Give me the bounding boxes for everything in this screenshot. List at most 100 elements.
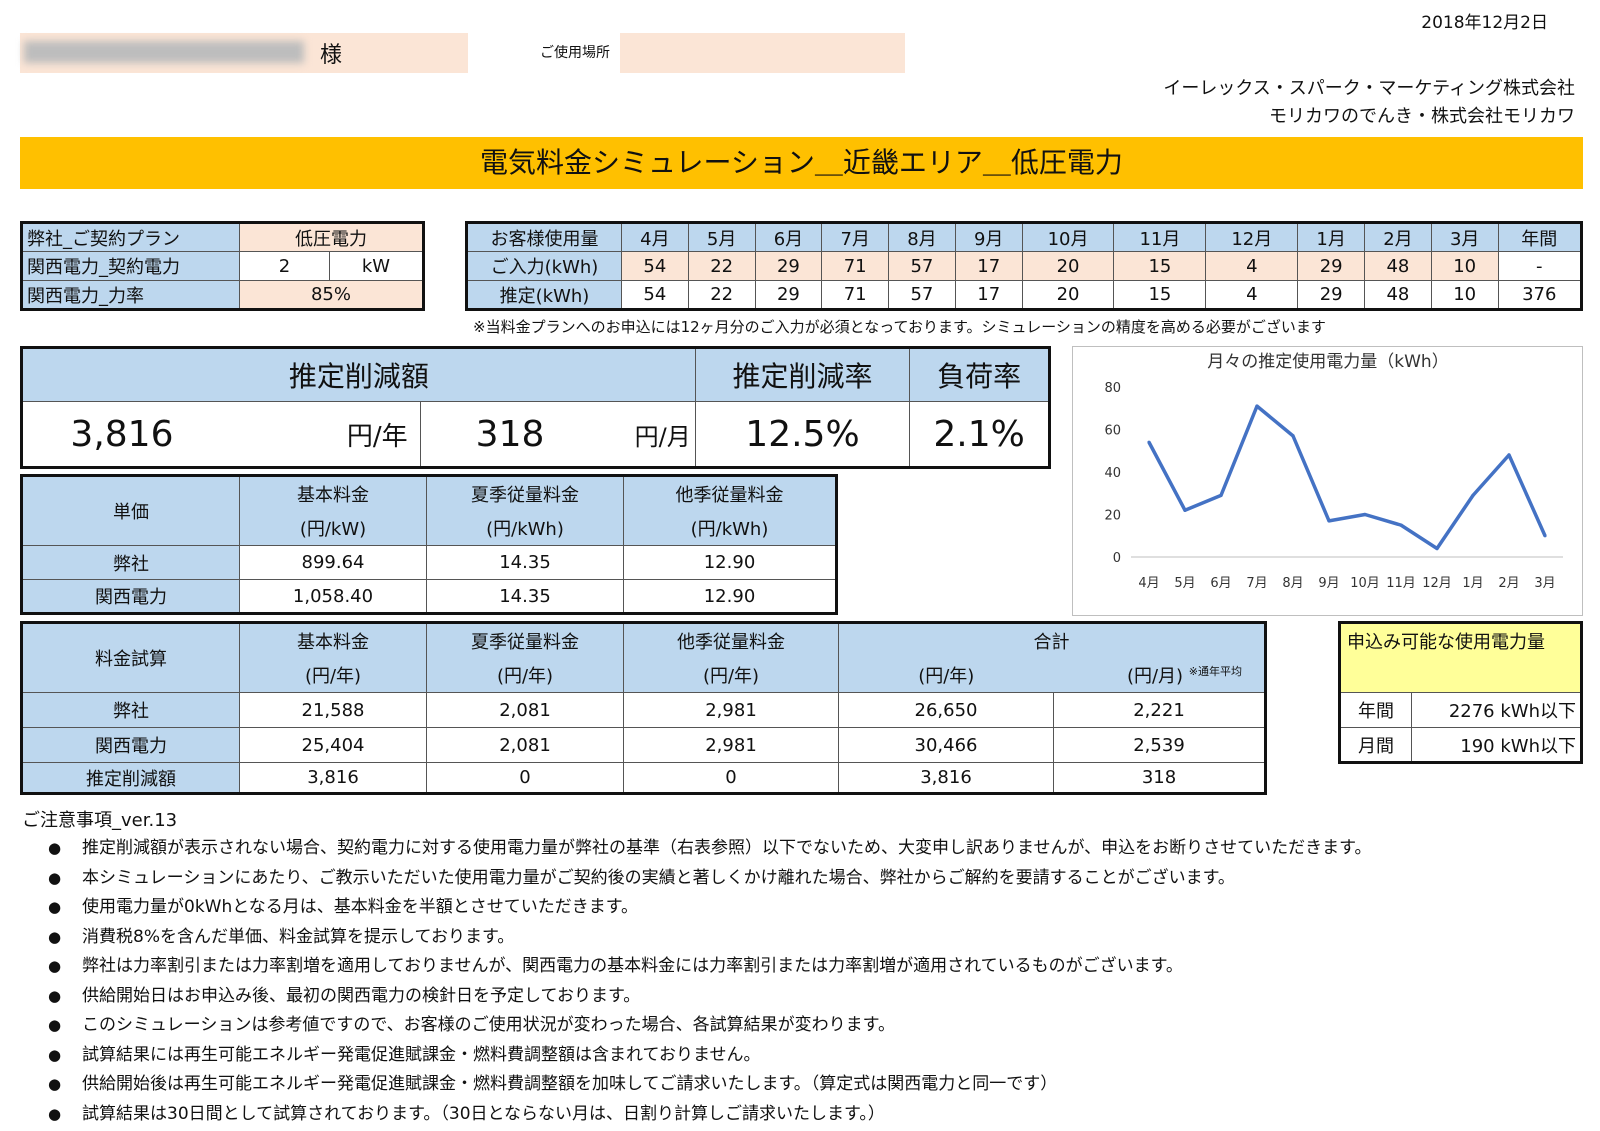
plan-label: 弊社_ご契約プラン [21,222,240,252]
up-other-header: 他季従量料金 [623,475,837,511]
x-tick-label: 11月 [1386,576,1416,591]
usage-month-header: 1月 [1297,222,1366,252]
usage-chart-svg: 月々の推定使用電力量（kWh） 0 20 40 60 80 4月 5月 6月 7月 8月 9月 10月 1… [1104,351,1563,591]
contract-table: 弊社_ご契約プラン 低圧電力 関西電力_契約電力 2 kW 関西電力_力率 85… [20,221,425,311]
usage-estimate-label: 推定(kWh) [466,280,622,310]
up-other-unit: (円/kWh) [623,510,837,546]
customer-name-box: 様 [20,33,468,73]
usage-estimate-cell: 20 [1021,280,1115,310]
notes-list: 推定削減額が表示されない場合、契約電力に対する使用電力量が弊社の基準（右表参照）… [22,834,1371,1129]
note-item: 弊社は力率割引または力率割増を適用しておりませんが、関西電力の基本料金には力率割… [22,952,1371,982]
calc-cell: 0 [426,762,624,794]
usage-estimate-cell: 15 [1113,280,1207,310]
notes-title: ご注意事項_ver.13 [22,810,178,831]
up-cell: 14.35 [426,579,624,614]
usage-input-cell: 71 [821,251,890,281]
customer-suffix: 様 [320,43,343,68]
x-tick-label: 9月 [1318,576,1339,591]
reduction-label: 推定削減額 [21,347,696,402]
data-point [1507,453,1511,457]
data-point [1399,523,1403,527]
note-item: このシミュレーションは参考値ですので、お客様のご使用状況が変わった場合、各試算結… [22,1011,1371,1041]
annual-reduction: 3,816 [20,401,221,468]
monthly-unit: 円/月 [599,401,696,468]
x-tick-label: 5月 [1174,576,1195,591]
available-table: 申込み可能な使用電力量 年間 2276 kWh以下 月間 190 kWh以下 [1338,621,1583,764]
calc-cell: 3,816 [838,762,1054,794]
usage-month-header: 5月 [687,222,756,252]
data-point [1183,508,1187,512]
usage-month-header: 3月 [1430,222,1499,252]
up-cell: 14.35 [426,545,624,580]
usage-input-cell: 29 [754,251,823,281]
usage-month-header: 7月 [821,222,890,252]
usage-input-cell: 54 [621,251,689,281]
up-basic-unit: (円/kW) [239,510,427,546]
usage-month-header: 9月 [954,222,1023,252]
data-point [1255,404,1259,408]
calc-cell: 26,650 [838,692,1054,728]
calc-row-label: 関西電力 [21,727,240,763]
customer-name-redacted [24,41,304,63]
x-tick-label: 3月 [1534,576,1555,591]
usage-estimate-cell: 4 [1205,280,1299,310]
company-line-2: モリカワのでんき・株式会社モリカワ [1269,106,1575,127]
calc-cell: 25,404 [239,727,427,763]
calc-summer-unit: (円/年) [426,657,624,693]
usage-input-cell: 4 [1205,251,1299,281]
available-annual-value: 2276 kWh以下 [1411,692,1582,728]
usage-chart: 月々の推定使用電力量（kWh） 0 20 40 60 80 4月 5月 6月 7月 8月 9月 10月 1… [1072,346,1583,616]
plan-value: 低圧電力 [239,222,424,252]
calc-cell: 2,081 [426,692,624,728]
load-factor: 2.1% [909,401,1050,468]
y-tick-label: 20 [1104,509,1121,524]
calc-cell: 2,539 [1053,727,1266,763]
usage-month-header: 6月 [754,222,823,252]
data-point [1543,534,1547,538]
up-cell: 1,058.40 [239,579,427,614]
calc-row-label: 推定削減額 [21,762,240,794]
data-point [1147,440,1151,444]
usage-estimate-cell: 71 [821,280,890,310]
notes-section: ご注意事項_ver.13 推定削減額が表示されない場合、契約電力に対する使用電力… [22,808,1371,1129]
y-tick-label: 40 [1104,466,1121,481]
y-tick-label: 60 [1104,424,1121,439]
up-basic-header: 基本料金 [239,475,427,511]
series-line [1147,404,1547,551]
data-point [1291,434,1295,438]
power-label: 関西電力_契約電力 [21,251,240,281]
usage-month-header: 11月 [1113,222,1207,252]
y-tick-label: 80 [1104,381,1121,396]
usage-input-cell: 48 [1364,251,1432,281]
pf-value: 85% [239,280,424,310]
monthly-reduction: 318 [419,401,600,468]
usage-estimate-cell: 29 [1297,280,1366,310]
calc-row-label: 弊社 [21,692,240,728]
usage-month-header: 10月 [1021,222,1115,252]
usage-estimate-cell: 22 [687,280,756,310]
usage-month-header: 8月 [888,222,956,252]
calc-other-unit: (円/年) [623,657,839,693]
up-summer-unit: (円/kWh) [426,510,624,546]
up-cell: 899.64 [239,545,427,580]
x-tick-label: 1月 [1462,576,1483,591]
calc-total-month-unit: (円/月) [1126,665,1184,687]
calc-cell: 21,588 [239,692,427,728]
note-item: 試算結果には再生可能エネルギー発電促進賦課金・燃料費調整額は含まれておりません。 [22,1041,1371,1071]
up-row-label: 関西電力 [21,579,240,614]
usage-estimate-cell: 10 [1430,280,1499,310]
note-item: 推定削減額が表示されない場合、契約電力に対する使用電力量が弊社の基準（右表参照）… [22,834,1371,864]
calc-cell: 2,221 [1053,692,1266,728]
location-box [620,33,905,73]
usage-estimate-cell: 17 [954,280,1023,310]
usage-input-cell: - [1497,251,1583,281]
available-title: 申込み可能な使用電力量 [1339,622,1582,693]
available-monthly-value: 190 kWh以下 [1411,727,1582,763]
power-unit: kW [329,251,424,281]
unit-price-label: 単価 [21,475,240,546]
usage-input-label: ご入力(kWh) [466,251,622,281]
company-line-1: イーレックス・スパーク・マーケティング株式会社 [1163,78,1575,99]
data-point [1327,519,1331,523]
calc-total-year-unit: (円/年) [838,657,1054,693]
usage-input-cell: 17 [954,251,1023,281]
